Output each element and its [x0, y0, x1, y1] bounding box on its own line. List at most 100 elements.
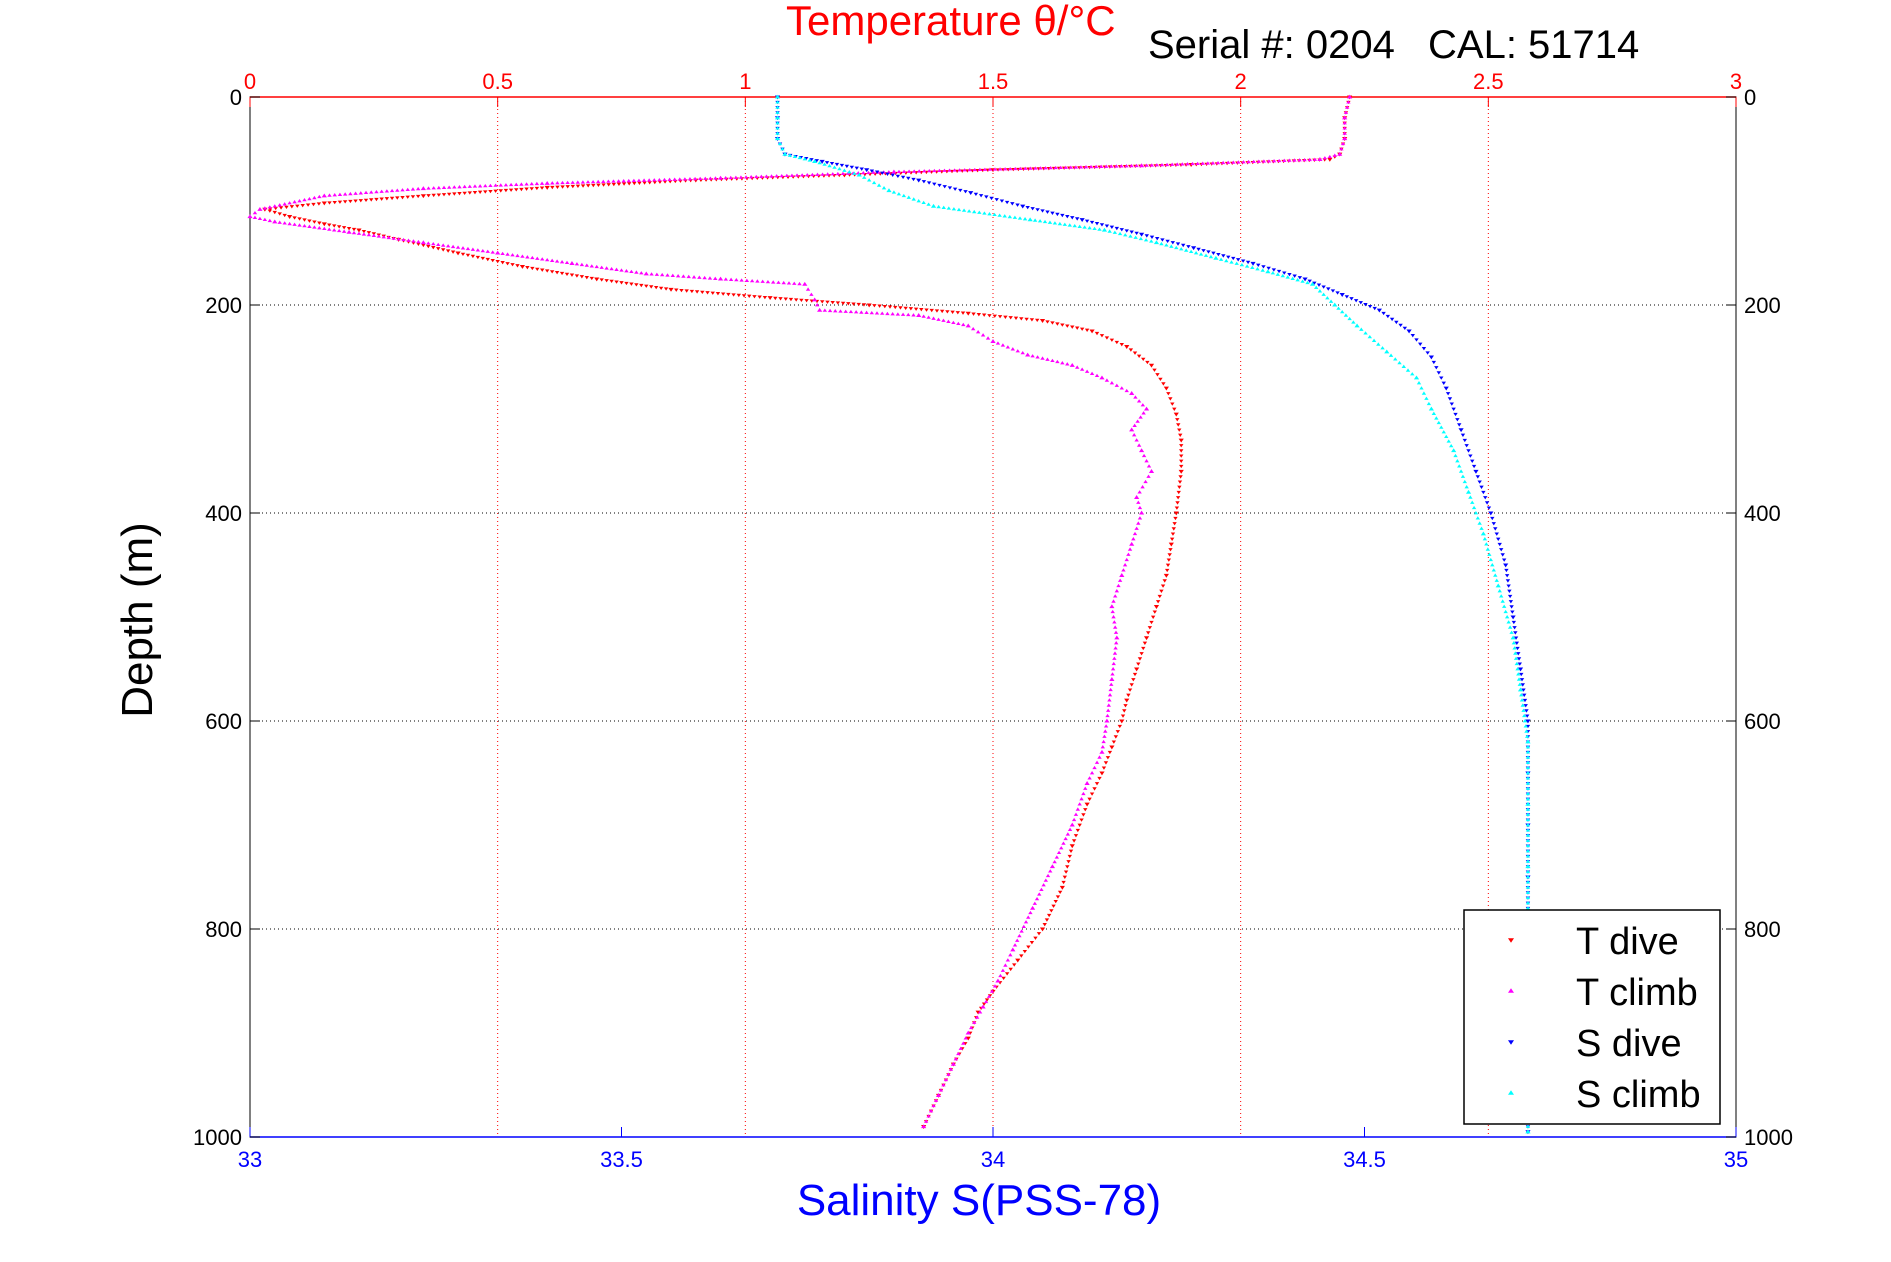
data-point	[830, 300, 835, 305]
data-point	[415, 194, 421, 199]
data-point	[1138, 415, 1143, 419]
data-point	[426, 241, 431, 245]
data-point	[554, 271, 560, 275]
data-point	[440, 243, 446, 247]
data-point	[267, 209, 273, 213]
data-point	[1215, 160, 1221, 165]
data-point	[519, 264, 526, 269]
data-point	[962, 168, 967, 172]
data-point	[1032, 901, 1038, 905]
data-point	[1127, 688, 1133, 692]
data-point	[1490, 516, 1495, 521]
data-point	[498, 189, 503, 193]
data-point	[684, 289, 689, 293]
data-point	[1208, 254, 1214, 259]
data-point	[611, 182, 617, 187]
data-point	[1522, 693, 1527, 697]
data-point	[1117, 724, 1123, 729]
data-point	[1516, 652, 1521, 656]
data-point	[534, 181, 540, 186]
left-tick-label: 1000	[193, 1125, 242, 1150]
data-point	[1271, 268, 1277, 272]
data-point	[1149, 163, 1154, 167]
data-point	[426, 194, 431, 198]
data-point	[1020, 351, 1025, 355]
data-point	[1134, 438, 1139, 442]
data-point	[1317, 157, 1323, 161]
data-point	[307, 219, 312, 223]
data-point	[1037, 219, 1043, 223]
data-point	[477, 190, 483, 194]
data-point	[1525, 739, 1531, 744]
data-point	[1000, 968, 1006, 972]
data-point	[389, 196, 395, 201]
data-point	[477, 184, 483, 188]
data-point	[1114, 641, 1119, 645]
data-point	[992, 212, 997, 217]
data-point	[1152, 610, 1158, 614]
data-point	[1057, 890, 1063, 895]
data-point	[971, 1020, 977, 1024]
data-point	[545, 269, 550, 273]
data-point	[1340, 309, 1345, 314]
data-point	[945, 310, 950, 314]
data-point	[1067, 223, 1072, 227]
data-point	[490, 258, 495, 263]
data-point	[1013, 316, 1019, 320]
data-point	[1129, 163, 1134, 168]
data-point	[1124, 388, 1129, 393]
data-point	[1270, 271, 1276, 275]
data-point	[759, 174, 764, 178]
data-point	[346, 229, 352, 234]
data-point	[862, 175, 867, 179]
data-point	[994, 198, 999, 202]
data-point	[1048, 165, 1053, 170]
data-point	[1034, 896, 1040, 901]
data-point	[1285, 275, 1290, 279]
data-point	[1174, 245, 1179, 250]
data-point	[376, 234, 381, 238]
data-point	[859, 167, 864, 171]
data-point	[1075, 365, 1080, 369]
data-point	[1029, 941, 1035, 945]
data-point	[1136, 354, 1142, 358]
data-point	[1195, 161, 1200, 165]
data-point	[1525, 875, 1531, 879]
data-point	[1504, 574, 1510, 578]
data-point	[941, 318, 946, 322]
data-point	[1107, 698, 1112, 702]
data-point	[1089, 329, 1095, 334]
data-point	[570, 180, 575, 184]
left-tick-label: 0	[230, 85, 242, 110]
data-point	[1109, 682, 1114, 686]
data-point	[1317, 289, 1323, 293]
data-point	[550, 185, 555, 190]
data-point	[1398, 323, 1403, 328]
data-point	[700, 290, 705, 295]
data-point	[812, 297, 818, 302]
data-point	[1260, 268, 1265, 272]
data-point	[1025, 352, 1031, 357]
data-point	[639, 283, 644, 288]
data-point	[1073, 834, 1079, 838]
data-point	[1126, 552, 1131, 556]
data-point	[277, 220, 282, 224]
data-point	[1043, 878, 1049, 882]
data-point	[1515, 667, 1520, 671]
data-point	[1525, 823, 1531, 827]
data-point	[906, 312, 911, 317]
data-point	[1140, 403, 1146, 407]
data-point	[1342, 131, 1347, 135]
data-point	[1039, 887, 1044, 892]
data-point	[616, 182, 622, 186]
data-point	[1066, 860, 1071, 864]
data-point	[1203, 253, 1209, 257]
top-tick-label: 2.5	[1473, 69, 1504, 94]
data-point	[1139, 448, 1145, 453]
data-point	[475, 248, 481, 252]
data-point	[544, 185, 550, 190]
data-point	[396, 237, 401, 241]
data-point	[485, 257, 490, 262]
data-point	[1007, 214, 1013, 219]
data-point	[1062, 222, 1068, 226]
